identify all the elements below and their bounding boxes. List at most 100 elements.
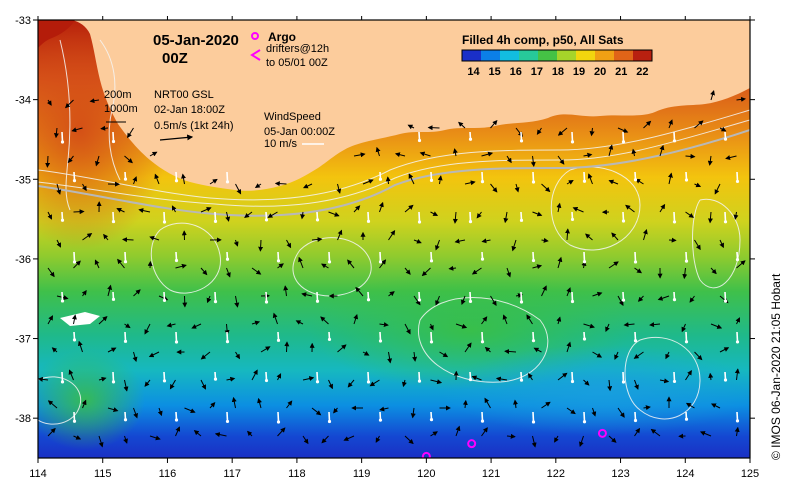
colorbar-tick-label: 21 [615, 66, 627, 78]
current-vector [74, 212, 84, 213]
wind-vector-head [481, 258, 484, 261]
current-vector [388, 177, 389, 184]
wind-vector-head [685, 340, 688, 343]
current-vector [101, 128, 108, 129]
wind-vector-head [430, 340, 433, 343]
wind-vector-head [571, 218, 574, 221]
wind-vector-head [469, 378, 472, 381]
wind-vector-head [214, 220, 217, 223]
wind-vector-head [724, 220, 727, 223]
wind-vector-head [214, 378, 217, 381]
wind-vector-head [736, 180, 739, 183]
wind-vector-head [265, 379, 268, 382]
wind-vector-head [61, 140, 64, 143]
colorbar-swatch [481, 50, 501, 61]
lon-tick-label: 115 [94, 468, 112, 480]
colorbar-swatch [595, 50, 615, 61]
wind-vector-head [277, 259, 280, 262]
wind-vector-head [124, 418, 127, 421]
current-vector [429, 128, 440, 129]
colorbar-tick-label: 15 [488, 66, 500, 78]
lon-tick-label: 122 [547, 468, 565, 480]
wind-vector-head [622, 140, 625, 143]
colorbar-swatch [538, 50, 558, 61]
lon-tick-label: 121 [482, 468, 500, 480]
wind-vector-head [724, 378, 727, 381]
wind-vector-head [673, 380, 676, 383]
wind-vector-head [124, 340, 127, 343]
wind-scale: 10 m/s [264, 138, 298, 150]
wind-vector-head [163, 220, 166, 223]
wind-label: WindSpeed [264, 111, 321, 123]
current-vector [123, 239, 134, 240]
wind-vector-head [175, 418, 178, 421]
lat-tick-label: -34 [15, 95, 31, 107]
lon-tick-label: 120 [417, 468, 435, 480]
wind-vector-head [226, 420, 229, 423]
wind-vector-head [736, 340, 739, 343]
colorbar-tick-label: 19 [573, 66, 585, 78]
colorbar-swatch [519, 50, 539, 61]
wind-vector-head [379, 339, 382, 342]
colorbar-tick-label: 14 [467, 66, 480, 78]
wind-vector-head [418, 220, 421, 223]
wind-vector-head [328, 420, 331, 423]
wind-vector-head [520, 139, 523, 142]
wind-vector-head [175, 259, 178, 262]
currents-scale: 0.5m/s (1kt 24h) [154, 120, 233, 132]
wind-vector-head [226, 340, 229, 343]
wind-vector-head [175, 179, 178, 182]
wind-vector-head [367, 380, 370, 383]
colorbar-tick-label: 17 [531, 66, 543, 78]
wind-vector-head [481, 340, 484, 343]
wind-vector-head [673, 139, 676, 142]
wind-vector-head [112, 220, 115, 223]
lon-tick-label: 125 [741, 468, 759, 480]
current-vector [276, 183, 287, 184]
wind-vector-head [61, 219, 64, 222]
wind-vector-head [469, 138, 472, 141]
current-vector [686, 156, 695, 157]
wind-vector-head [316, 380, 319, 383]
wind-vector-head [724, 300, 727, 303]
colorbar-swatch [614, 50, 634, 61]
wind-vector-head [430, 418, 433, 421]
colorbar-tick-label: 20 [594, 66, 606, 78]
colorbar-swatch [633, 50, 653, 61]
wind-vector-head [379, 178, 382, 181]
wind-vector-head [265, 300, 268, 303]
wind-vector-head [61, 380, 64, 383]
wind-vector-head [634, 260, 637, 263]
wind-vector-head [532, 180, 535, 183]
wind-vector-head [226, 180, 229, 183]
argo-legend-label: Argo [268, 30, 296, 44]
wind-vector-head [532, 339, 535, 342]
sst-green-patch-west [25, 350, 145, 450]
wind-vector-head [685, 178, 688, 181]
currents-source: NRT00 GSL [154, 89, 214, 101]
title-time: 00Z [162, 50, 188, 67]
colorbar-swatch [576, 50, 596, 61]
colorbar-swatch [500, 50, 520, 61]
lon-tick-label: 118 [288, 468, 306, 480]
wind-vector-head [571, 300, 574, 303]
wind-vector-head [532, 420, 535, 423]
wind-vector-head [214, 300, 217, 303]
lon-tick-label: 117 [223, 468, 241, 480]
wind-vector-head [724, 138, 727, 141]
wind-vector-head [673, 220, 676, 223]
wind-vector-head [316, 300, 319, 303]
wind-vector-head [175, 340, 178, 343]
currents-time: 02-Jan 18:00Z [154, 104, 225, 116]
wind-vector-head [622, 299, 625, 302]
wind-vector-head [124, 177, 127, 180]
current-vector [47, 156, 48, 167]
lon-tick-label: 116 [159, 468, 177, 480]
wind-vector-head [571, 380, 574, 383]
wind-vector-head [328, 260, 331, 263]
wind-vector-head [418, 139, 421, 142]
wind-vector-head [418, 380, 421, 383]
drifters-to-label: to 05/01 00Z [266, 57, 328, 69]
wind-vector-head [583, 420, 586, 423]
wind-vector-head [418, 298, 421, 301]
